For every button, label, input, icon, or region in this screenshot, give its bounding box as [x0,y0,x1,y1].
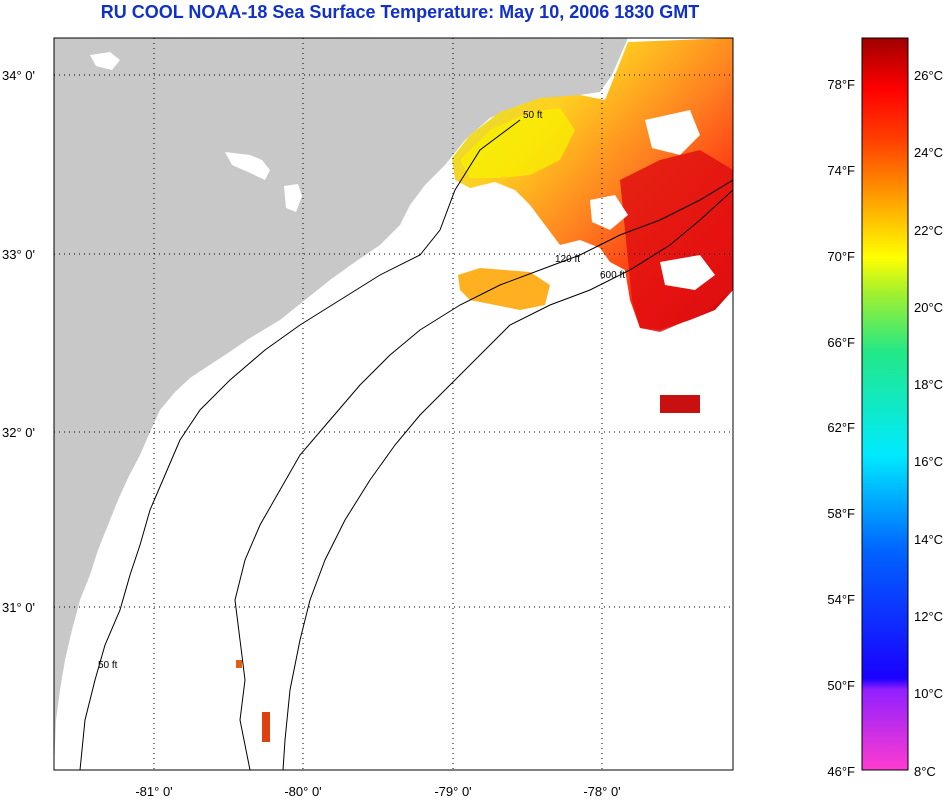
lon-label: -81° 0' [135,784,172,799]
lon-label: -78° 0' [583,784,620,799]
sst-patch-south [458,268,550,310]
colorbar-f-label: 62°F [827,420,855,435]
colorbar-c-label: 18°C [914,377,943,392]
colorbar-c-label: 26°C [914,68,943,83]
colorbar-c-label: 8°C [914,764,936,779]
sst-speck [660,395,700,413]
lake [284,184,302,212]
colorbar-f-label: 58°F [827,506,855,521]
colorbar-f-label: 54°F [827,592,855,607]
colorbar-f-label: 66°F [827,335,855,350]
lon-label: -80° 0' [284,784,321,799]
land-mass [54,38,628,770]
contour-label: 120 ft [555,254,580,265]
lon-label: -79° 0' [434,784,471,799]
map-title: RU COOL NOAA-18 Sea Surface Temperature:… [100,2,700,22]
contour-120ft [234,179,733,770]
graticule [54,38,733,770]
colorbar [861,37,909,771]
sst-speck [262,712,270,742]
colorbar-c-label: 16°C [914,454,943,469]
colorbar-c-label: 14°C [914,532,943,547]
sst-speck [236,660,242,668]
lake [90,52,120,70]
colorbar-f-label: 74°F [827,163,855,178]
contour-label: 50 ft [523,110,543,121]
sst-patch-warm [620,150,733,332]
contour-label: 600 ft [600,270,625,281]
colorbar-c-label: 12°C [914,609,943,624]
cloud-gap [660,255,715,290]
lat-label: 34° 0' [2,68,35,83]
contour-600ft [282,189,733,770]
colorbar-c-label: 10°C [914,686,943,701]
colorbar-c-label: 22°C [914,223,943,238]
cloud-gap [590,195,628,230]
plot-frame [53,37,734,771]
lat-label: 31° 0' [2,600,35,615]
contour-50ft [79,119,521,770]
lat-label: 33° 0' [2,247,35,262]
colorbar-c-label: 24°C [914,145,943,160]
cloud-gap [645,110,700,155]
colorbar-f-label: 46°F [827,764,855,779]
contour-label: 50 ft [98,660,118,671]
colorbar-f-label: 50°F [827,678,855,693]
lat-label: 32° 0' [2,425,35,440]
colorbar-c-label: 20°C [914,300,943,315]
colorbar-f-label: 70°F [827,249,855,264]
sst-patch-yellow [460,108,575,178]
lake [225,152,270,180]
colorbar-f-label: 78°F [827,77,855,92]
